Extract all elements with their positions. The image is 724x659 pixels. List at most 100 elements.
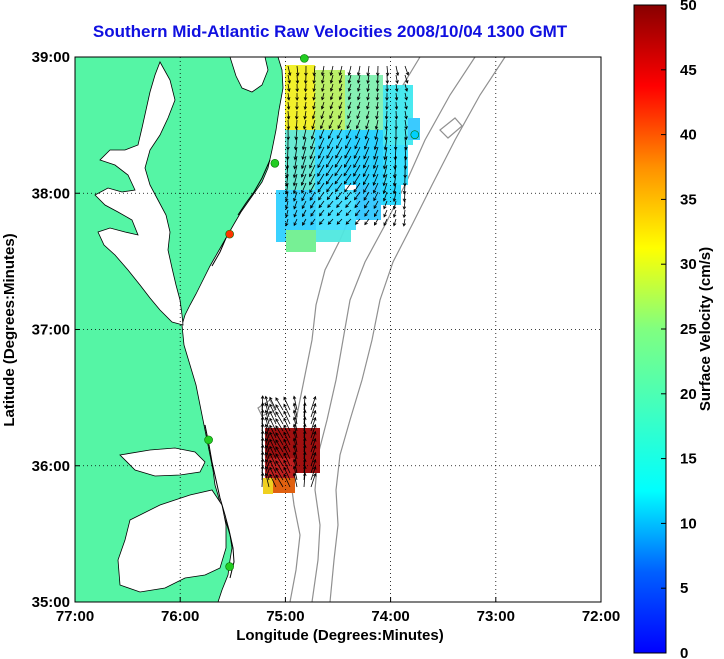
- velocity-arrow: [394, 110, 399, 120]
- velocity-arrow: [275, 411, 284, 425]
- lat-tick-label: 37:00: [32, 322, 70, 339]
- velocity-arrow: [312, 101, 316, 110]
- velocity-arrow: [383, 191, 388, 202]
- velocity-arrow: [275, 439, 284, 453]
- velocity-arrow: [303, 430, 307, 446]
- velocity-arrow: [347, 74, 352, 84]
- velocity-arrow: [264, 458, 270, 474]
- velocity-arrow: [275, 467, 284, 481]
- velocity-arrow: [310, 218, 316, 226]
- velocity-arrow: [347, 101, 352, 110]
- lon-tick-label: 77:00: [56, 608, 94, 625]
- velocity-arrow: [385, 74, 390, 85]
- velocity-arrow: [384, 128, 388, 141]
- velocity-arrow: [374, 119, 379, 130]
- velocity-arrow: [310, 395, 317, 411]
- velocity-arrow: [269, 459, 277, 474]
- velocity-arrow: [357, 83, 361, 92]
- velocity-arrow: [404, 110, 408, 120]
- velocity-arrow: [383, 218, 388, 227]
- velocity-arrow: [375, 92, 380, 101]
- velocity-arrow: [356, 110, 361, 120]
- velocity-arrow: [354, 200, 361, 209]
- velocity-arrow: [301, 137, 307, 151]
- velocity-arrow: [310, 444, 317, 460]
- velocity-arrow: [293, 200, 298, 210]
- velocity-arrow: [321, 74, 325, 84]
- velocity-arrow: [355, 119, 361, 130]
- velocity-arrow: [392, 209, 397, 218]
- velocity-arrow: [327, 200, 334, 209]
- velocity-arrow: [309, 182, 316, 194]
- velocity-arrow: [283, 396, 291, 411]
- velocity-arrow: [404, 83, 409, 92]
- velocity-arrow: [337, 119, 343, 130]
- velocity-arrow: [357, 92, 361, 101]
- velocity-arrow: [309, 146, 316, 160]
- velocity-arrow: [402, 218, 407, 227]
- velocity-arrow: [285, 218, 289, 227]
- velocity-arrow: [303, 472, 307, 488]
- velocity-arrow: [334, 164, 343, 177]
- velocity-arrow: [292, 164, 298, 179]
- velocity-arrow: [366, 65, 370, 77]
- velocity-arrow: [383, 209, 388, 218]
- velocity-arrow: [385, 101, 389, 111]
- colorbar-tick-label: 30: [680, 256, 697, 273]
- velocity-arrow: [375, 101, 380, 110]
- velocity-arrow: [329, 65, 334, 77]
- velocity-arrow: [373, 137, 379, 151]
- velocity-arrow: [373, 191, 379, 202]
- velocity-arrow: [269, 452, 277, 467]
- velocity-arrow: [319, 119, 325, 130]
- velocity-arrow: [355, 128, 361, 140]
- velocity-arrow: [334, 182, 343, 193]
- lat-tick-label: 36:00: [32, 458, 70, 475]
- velocity-arrow: [320, 101, 325, 110]
- velocity-arrow: [373, 200, 379, 210]
- velocity-arrow: [338, 101, 343, 110]
- velocity-arrow: [294, 128, 298, 141]
- velocity-arrow: [374, 209, 379, 218]
- velocity-arrow: [345, 128, 352, 140]
- velocity-arrow: [310, 430, 317, 446]
- velocity-arrow: [301, 146, 307, 160]
- velocity-arrow: [286, 101, 291, 111]
- velocity-arrow: [321, 83, 325, 93]
- velocity-arrow: [292, 437, 298, 453]
- velocity-arrow: [269, 410, 277, 425]
- velocity-arrow: [275, 446, 284, 460]
- map-grid: [75, 57, 601, 602]
- velocity-arrow: [382, 173, 388, 187]
- velocity-arrow: [327, 137, 334, 150]
- velocity-arrow: [326, 146, 334, 159]
- velocity-arrow: [344, 146, 352, 159]
- velocity-arrow: [275, 404, 284, 418]
- velocity-arrow: [283, 452, 291, 467]
- velocity-arrow: [336, 200, 343, 208]
- velocity-arrow: [343, 155, 352, 168]
- velocity-arrow: [292, 409, 298, 425]
- velocity-arrow: [293, 218, 298, 227]
- velocity-arrow: [295, 92, 299, 101]
- colorbar-tick-label: 40: [680, 127, 697, 144]
- velocity-arrow: [347, 65, 352, 77]
- velocity-arrow: [404, 128, 408, 141]
- velocity-arrow: [393, 146, 398, 161]
- colorbar-tick-label: 10: [680, 515, 697, 532]
- velocity-arrow: [320, 65, 325, 77]
- velocity-arrow: [310, 423, 317, 439]
- velocity-arrow: [303, 423, 307, 439]
- velocity-arrow: [303, 101, 308, 111]
- velocity-arrow: [283, 417, 291, 432]
- velocity-arrow: [366, 74, 370, 85]
- velocity-arrow: [364, 218, 370, 226]
- colorbar-tick-label: 25: [680, 321, 697, 338]
- velocity-arrow: [292, 465, 298, 481]
- colorbar: [633, 4, 667, 654]
- velocity-arrow: [354, 209, 361, 217]
- velocity-arrow: [294, 110, 299, 120]
- velocity-arrow: [260, 472, 265, 488]
- velocity-arrow: [264, 430, 270, 446]
- velocity-arrow: [365, 110, 370, 120]
